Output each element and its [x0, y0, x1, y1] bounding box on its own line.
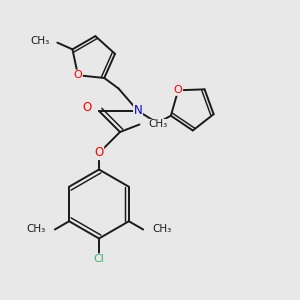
Text: O: O — [94, 146, 103, 160]
Text: O: O — [82, 101, 91, 115]
Text: O: O — [174, 85, 182, 95]
Text: CH₃: CH₃ — [152, 224, 171, 235]
Text: CH₃: CH₃ — [31, 36, 50, 46]
Text: Cl: Cl — [94, 254, 104, 264]
Text: CH₃: CH₃ — [27, 224, 46, 235]
Text: CH₃: CH₃ — [148, 119, 168, 130]
Text: N: N — [134, 104, 142, 118]
Text: O: O — [74, 70, 82, 80]
